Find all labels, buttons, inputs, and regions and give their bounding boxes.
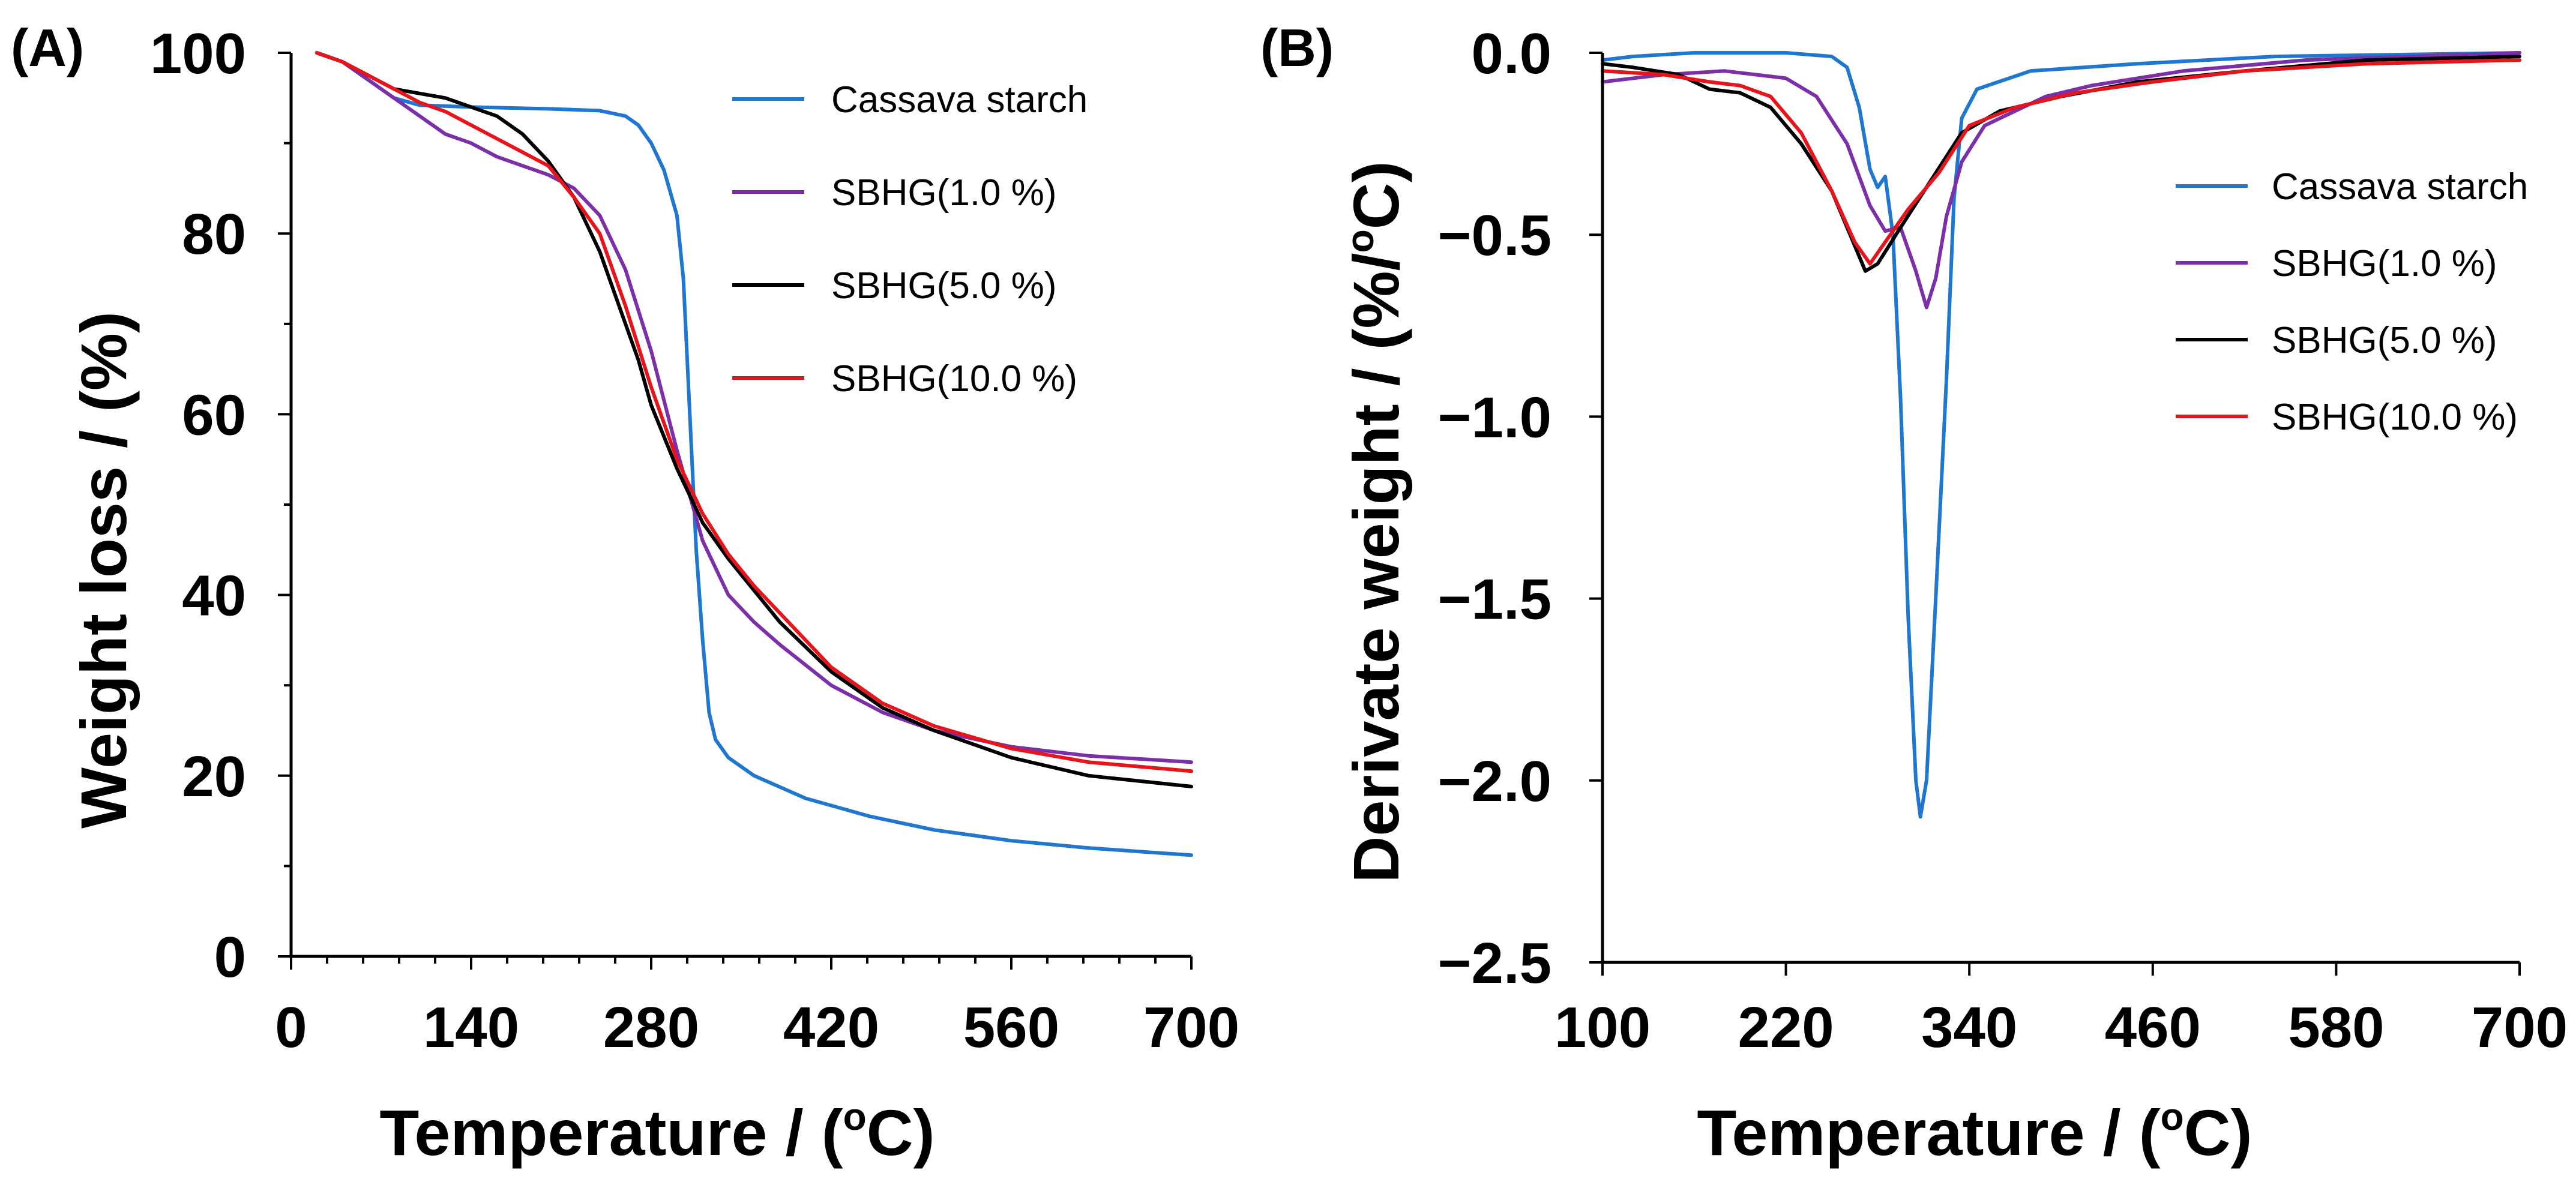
x-tick-label: 460 <box>2105 995 2201 1060</box>
x-tick-label: 560 <box>963 995 1059 1060</box>
x-tick-label: 220 <box>1738 995 1834 1060</box>
panel-a-plot-area: 0 140 280 420 560 700 0 20 40 60 80 100 <box>150 22 1239 1060</box>
legend-label: SBHG(5.0 %) <box>831 265 1057 307</box>
series-line-2 <box>1601 51 2521 310</box>
panel-b-derivative-weight-chart: (B) 100 220 340 460 580 700 0.0 −0.5 −1.0 −1.5 −2.… <box>1260 18 2568 1169</box>
y-tick-label: −2.5 <box>1437 931 1551 995</box>
y-tick-label: 20 <box>182 745 246 809</box>
series-line-4 <box>1601 58 2521 266</box>
series-line-1 <box>314 51 1193 857</box>
series-line-4 <box>314 51 1193 773</box>
legend-label: SBHG(10.0 %) <box>831 358 1077 400</box>
y-tick-label: −0.5 <box>1437 203 1551 268</box>
series-line-2 <box>314 51 1193 764</box>
legend-label: SBHG(10.0 %) <box>2272 397 2518 438</box>
panel-b-series <box>1601 51 2521 819</box>
y-tick-label: 80 <box>182 202 246 266</box>
legend-label: Cassava starch <box>2272 166 2528 208</box>
x-tick-label: 280 <box>603 995 699 1060</box>
panel-a-x-axis-title: Temperature / (oC) <box>379 1095 934 1169</box>
panel-b-axes <box>1601 53 2520 964</box>
x-tick-label: 700 <box>2472 995 2568 1060</box>
x-tick-label: 580 <box>2288 995 2384 1060</box>
y-tick-label: 0 <box>214 925 246 989</box>
legend-label: SBHG(5.0 %) <box>2272 320 2497 361</box>
x-tick-label: 420 <box>783 995 879 1060</box>
series-line-3 <box>314 51 1193 788</box>
y-tick-label: −1.5 <box>1437 568 1551 632</box>
panel-a-weight-loss-chart: (A) 0 140 280 420 560 700 0 20 40 60 80 100 Tempera… <box>11 18 1239 1169</box>
panel-b-ticks: 100 220 340 460 580 700 0.0 −0.5 −1.0 −1.5 −2.0 −2.… <box>1437 22 2568 1060</box>
x-tick-label: 140 <box>423 995 519 1060</box>
y-tick-label: 40 <box>182 564 246 628</box>
panel-b-label: (B) <box>1260 18 1334 77</box>
panel-a-series <box>314 51 1193 857</box>
y-tick-label: −2.0 <box>1437 749 1551 814</box>
y-tick-label: 100 <box>150 22 246 86</box>
panel-b-y-axis-title: Derivate weight / (%/oC) <box>1338 161 1412 883</box>
series-line-1 <box>1601 51 2521 819</box>
panel-a-legend: Cassava starch SBHG(1.0 %) SBHG(5.0 %) SBHG… <box>732 79 1088 400</box>
panel-a-label: (A) <box>11 18 84 77</box>
panel-b-plot-area: 100 220 340 460 580 700 0.0 −0.5 −1.0 −1.5 −2.0 −2.… <box>1437 22 2568 1060</box>
y-tick-label: 0.0 <box>1472 22 1551 86</box>
panel-a-y-axis-title: Weight loss / (%) <box>67 311 140 829</box>
legend-label: Cassava starch <box>831 79 1088 121</box>
legend-label: SBHG(1.0 %) <box>831 172 1057 214</box>
x-tick-label: 340 <box>1921 995 2017 1060</box>
panel-a-ticks: 0 140 280 420 560 700 0 20 40 60 80 100 <box>150 22 1239 1060</box>
y-tick-label: 60 <box>182 383 246 447</box>
legend-label: SBHG(1.0 %) <box>2272 243 2497 284</box>
panel-b-x-axis-title: Temperature / (oC) <box>1697 1095 2252 1169</box>
x-tick-label: 100 <box>1554 995 1651 1060</box>
y-tick-label: −1.0 <box>1437 385 1551 449</box>
x-tick-label: 700 <box>1143 995 1239 1060</box>
panel-a-axes <box>289 53 1191 958</box>
panel-b-legend: Cassava starch SBHG(1.0 %) SBHG(5.0 %) SBHG… <box>2176 166 2528 438</box>
series-line-3 <box>1601 55 2521 273</box>
x-tick-label: 0 <box>275 995 307 1060</box>
